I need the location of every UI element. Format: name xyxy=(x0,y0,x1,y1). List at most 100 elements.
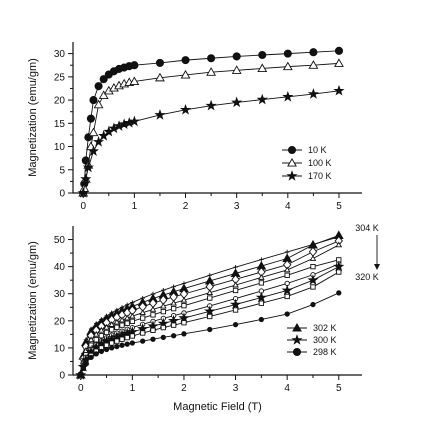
x-tick-label: 0 xyxy=(78,383,84,394)
data-point xyxy=(87,336,95,343)
data-point xyxy=(129,340,135,346)
y-tick-label: 5 xyxy=(59,165,65,176)
data-point xyxy=(114,338,120,344)
y-tick-label: 20 xyxy=(54,316,66,327)
data-point xyxy=(232,287,239,294)
data-point xyxy=(140,315,146,321)
legend-marker xyxy=(286,170,298,181)
data-point xyxy=(309,255,317,261)
data-point xyxy=(124,334,130,341)
data-point xyxy=(86,114,95,123)
data-point xyxy=(256,93,268,105)
data-point xyxy=(149,306,157,312)
data-point xyxy=(98,333,105,339)
data-point xyxy=(229,298,242,310)
data-point xyxy=(150,327,156,333)
series-170-K xyxy=(77,84,345,198)
data-point xyxy=(308,60,319,69)
data-point xyxy=(334,46,344,55)
legend-label: 302 K xyxy=(313,323,337,333)
data-point xyxy=(333,260,345,272)
y-tick-label: 10 xyxy=(54,343,66,354)
x-axis-label: Magnetic Field (T) xyxy=(173,401,262,413)
data-point xyxy=(336,290,342,296)
data-point xyxy=(204,305,216,317)
data-point xyxy=(310,284,316,290)
y-tick-label: 30 xyxy=(54,289,66,300)
data-point xyxy=(207,326,213,333)
data-point xyxy=(119,342,125,348)
data-point xyxy=(258,316,265,323)
y-tick-label: 20 xyxy=(54,96,66,107)
data-point xyxy=(160,308,166,315)
data-point xyxy=(232,321,239,328)
data-point xyxy=(83,360,89,366)
data-point xyxy=(139,309,146,316)
data-point xyxy=(78,372,84,378)
data-point xyxy=(336,269,342,275)
chart-panel-top: 0 1 2 3 4 5 0 5 10 15 20 25 30 Magnetization (emu/gm)… xyxy=(27,42,362,212)
data-point xyxy=(109,327,115,333)
data-point xyxy=(150,312,156,318)
data-point xyxy=(170,333,177,339)
data-point xyxy=(205,99,217,111)
x-tick-label: 5 xyxy=(336,383,342,394)
legend-label: 170 K xyxy=(308,171,332,181)
data-point xyxy=(170,322,177,328)
legend: 10 K 100 K 170 K xyxy=(282,145,332,181)
data-point xyxy=(284,311,290,317)
data-point xyxy=(309,48,318,57)
y-tick-label: 0 xyxy=(59,371,65,382)
data-point xyxy=(258,274,265,280)
data-point xyxy=(114,343,120,350)
data-point xyxy=(232,281,239,288)
legend-marker xyxy=(292,347,302,357)
data-point xyxy=(128,115,140,127)
data-point xyxy=(93,99,104,109)
data-point xyxy=(129,76,140,86)
annotation-end: 320 K xyxy=(355,272,379,282)
data-point xyxy=(308,246,318,257)
data-point xyxy=(181,302,187,309)
data-point xyxy=(103,329,110,336)
data-point xyxy=(283,266,291,273)
data-point xyxy=(282,61,293,71)
data-point xyxy=(103,346,110,353)
data-point xyxy=(178,312,190,323)
data-point xyxy=(150,336,156,342)
data-point xyxy=(310,263,316,270)
data-point xyxy=(310,301,316,308)
data-point xyxy=(124,341,130,347)
data-point xyxy=(119,336,125,342)
data-point xyxy=(180,69,191,79)
data-point xyxy=(103,323,110,330)
x-tick-label: 1 xyxy=(132,201,138,212)
annotation-arrowhead xyxy=(374,264,380,270)
data-point xyxy=(155,72,165,82)
legend-marker xyxy=(287,157,297,167)
data-point xyxy=(130,61,139,70)
legend-marker xyxy=(291,334,303,345)
legend-marker xyxy=(287,145,297,155)
legend-label: 298 K xyxy=(313,347,337,357)
data-point xyxy=(181,56,190,65)
legend-label: 100 K xyxy=(308,158,332,168)
data-point xyxy=(124,320,130,326)
data-point xyxy=(179,103,192,115)
x-tick-label: 5 xyxy=(336,201,342,212)
x-tick-label: 0 xyxy=(80,201,86,212)
data-point xyxy=(284,293,290,300)
data-point xyxy=(258,280,265,286)
data-point xyxy=(334,58,344,67)
data-point xyxy=(109,345,115,351)
data-point xyxy=(80,173,92,184)
data-point xyxy=(181,320,187,326)
data-point xyxy=(94,82,103,91)
data-point xyxy=(82,161,94,173)
x-tick-label: 3 xyxy=(234,201,240,212)
data-point xyxy=(77,187,89,198)
data-point xyxy=(160,302,167,309)
data-point xyxy=(88,127,99,137)
